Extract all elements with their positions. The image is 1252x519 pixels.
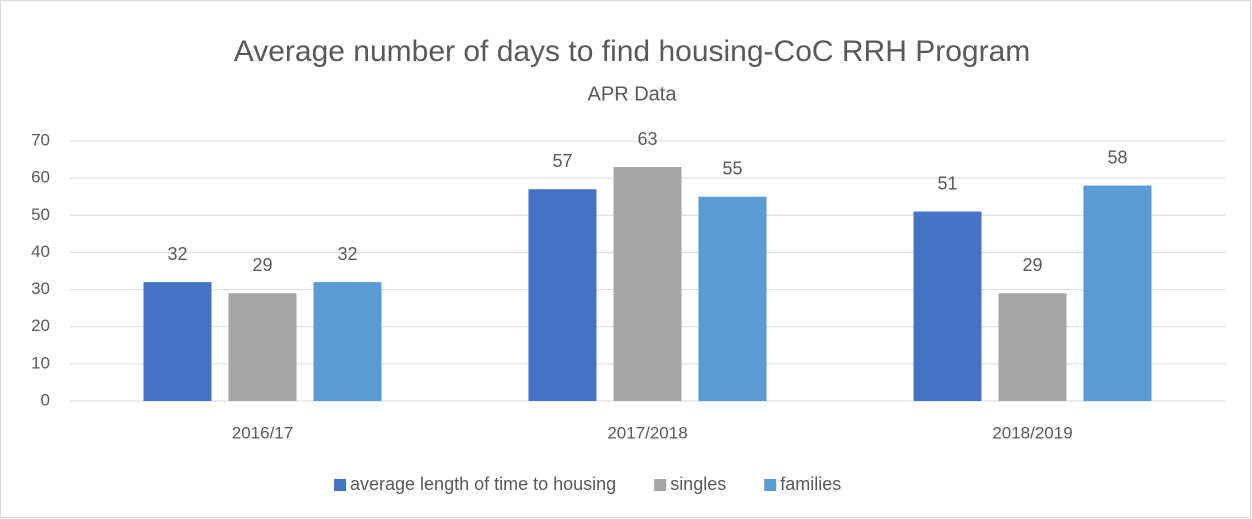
legend-swatch (334, 479, 346, 491)
chart-title: Average number of days to find housing-C… (234, 35, 1031, 68)
legend-label: average length of time to housing (350, 474, 616, 494)
bar (998, 293, 1067, 401)
legend-swatch (764, 479, 777, 491)
y-tick-label: 0 (41, 390, 50, 409)
data-label: 32 (167, 244, 187, 264)
data-label: 58 (1107, 147, 1127, 167)
legend-swatch (654, 479, 667, 491)
y-tick-label: 50 (31, 205, 50, 224)
bar (313, 282, 382, 401)
data-label: 29 (1022, 255, 1042, 275)
y-tick-label: 40 (31, 242, 50, 261)
data-label: 63 (637, 129, 657, 149)
x-tick-label: 2018/2019 (992, 423, 1072, 442)
y-tick-label: 20 (31, 316, 50, 335)
y-tick-label: 30 (31, 279, 50, 298)
data-label: 32 (337, 244, 357, 264)
y-tick-label: 70 (31, 130, 50, 149)
bar (613, 167, 682, 401)
data-label: 29 (252, 255, 272, 275)
y-tick-label: 10 (31, 353, 50, 372)
bar (143, 282, 212, 401)
bar (698, 196, 767, 401)
bar (913, 211, 982, 401)
data-label: 51 (937, 173, 957, 193)
bar (528, 189, 597, 401)
legend-label: singles (670, 474, 726, 494)
y-tick-label: 60 (31, 168, 50, 187)
x-tick-label: 2017/2018 (607, 423, 687, 442)
data-label: 55 (722, 158, 742, 178)
chart-subtitle: APR Data (588, 83, 678, 105)
bar (228, 293, 297, 401)
legend-label: families (780, 474, 841, 494)
bar (1083, 185, 1152, 401)
data-label: 57 (552, 151, 572, 171)
x-tick-label: 2016/17 (232, 423, 293, 442)
